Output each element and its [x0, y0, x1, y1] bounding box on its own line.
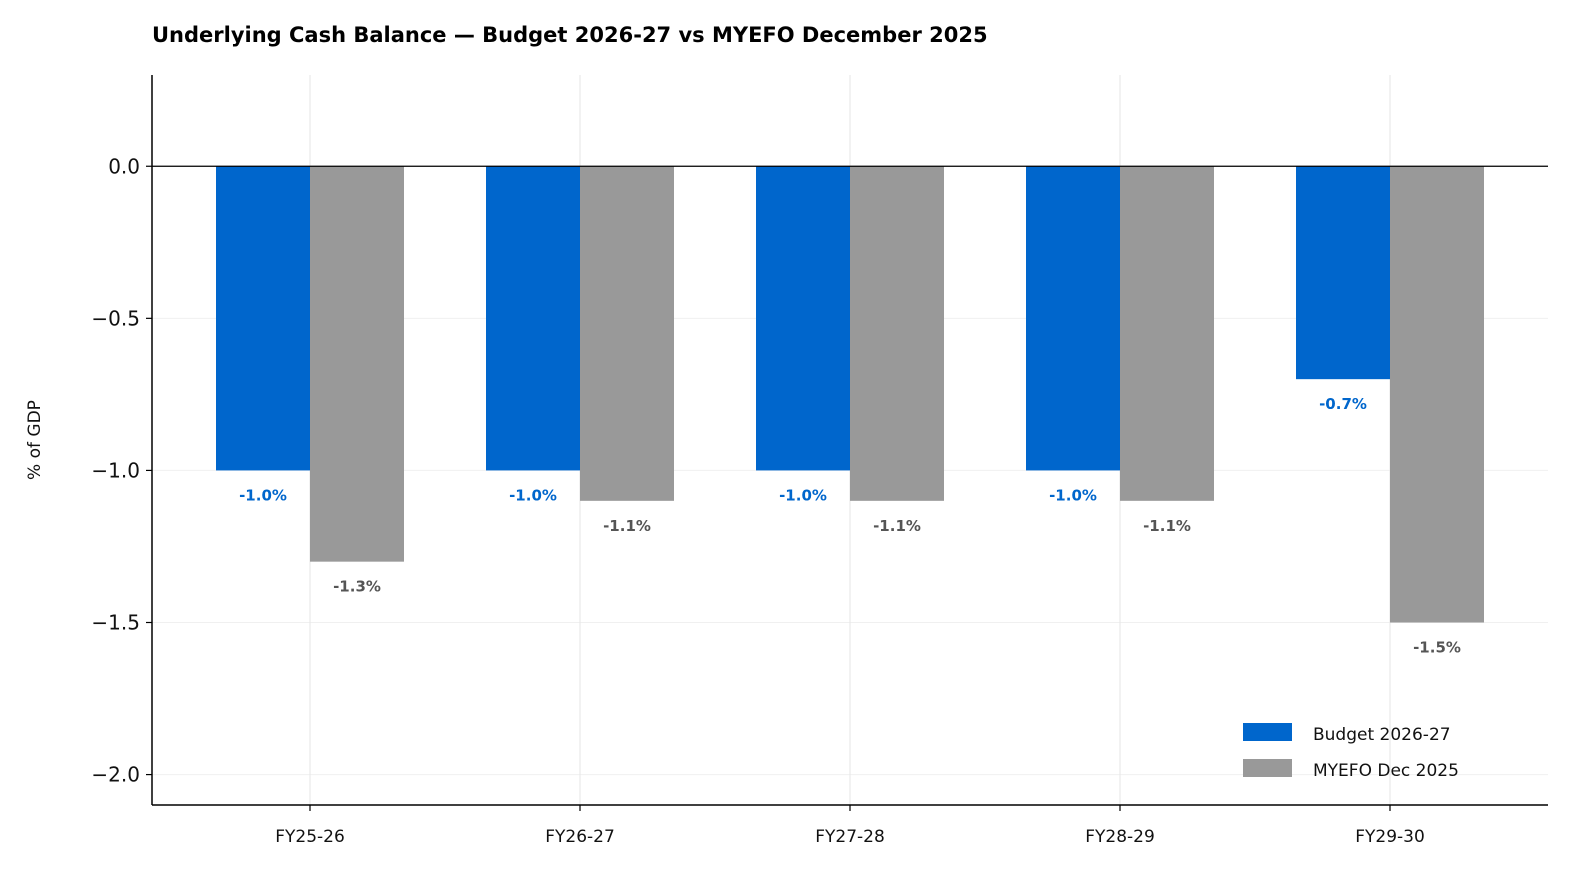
x-tick-label: FY26-27: [545, 827, 615, 847]
bar-budget-fy25-26: [216, 166, 310, 471]
data-labels: -1.0% -1.0% -1.0% -1.0% -0.7% -1.3% -1.1% -1.1%…: [239, 395, 1461, 656]
y-tick-label: −2.0: [91, 763, 140, 787]
y-tick-label: −1.5: [91, 611, 140, 635]
x-tick-label: FY29-30: [1355, 827, 1425, 847]
bars: [216, 166, 1484, 623]
y-axis-label: % of GDP: [25, 400, 45, 480]
data-label: -1.5%: [1413, 639, 1461, 657]
x-tick-label: FY25-26: [275, 827, 345, 847]
bar-budget-fy27-28: [756, 166, 850, 471]
legend-label: Budget 2026-27: [1313, 725, 1451, 745]
data-label: -0.7%: [1319, 395, 1367, 413]
legend-label: MYEFO Dec 2025: [1313, 761, 1459, 781]
data-label: -1.1%: [603, 517, 651, 535]
bar-budget-fy26-27: [486, 166, 580, 471]
y-tick-label: −1.0: [91, 458, 140, 482]
data-label: -1.1%: [873, 517, 921, 535]
bar-budget-fy28-29: [1026, 166, 1120, 471]
axes: 0.0 −0.5 −1.0 −1.5 −2.0 FY25-26 FY26-27 FY27-28…: [91, 75, 1548, 847]
data-label: -1.0%: [239, 486, 287, 504]
bar-budget-fy29-30: [1296, 166, 1390, 380]
data-label: -1.1%: [1143, 517, 1191, 535]
bar-myefo-fy28-29: [1120, 166, 1214, 501]
data-label: -1.0%: [779, 486, 827, 504]
bar-myefo-fy25-26: [310, 166, 404, 562]
bar-myefo-fy26-27: [580, 166, 674, 501]
data-label: -1.0%: [1049, 486, 1097, 504]
data-label: -1.0%: [509, 486, 557, 504]
data-label: -1.3%: [333, 578, 381, 596]
x-tick-label: FY28-29: [1085, 827, 1155, 847]
legend-swatch: [1243, 759, 1292, 777]
chart-title: Underlying Cash Balance — Budget 2026-27…: [152, 23, 988, 47]
legend-swatch: [1243, 723, 1292, 741]
bar-myefo-fy29-30: [1390, 166, 1484, 623]
bar-myefo-fy27-28: [850, 166, 944, 501]
y-tick-label: −0.5: [91, 306, 140, 330]
legend: Budget 2026-27 MYEFO Dec 2025: [1243, 723, 1459, 781]
x-tick-label: FY27-28: [815, 827, 885, 847]
y-tick-label: 0.0: [108, 154, 140, 178]
